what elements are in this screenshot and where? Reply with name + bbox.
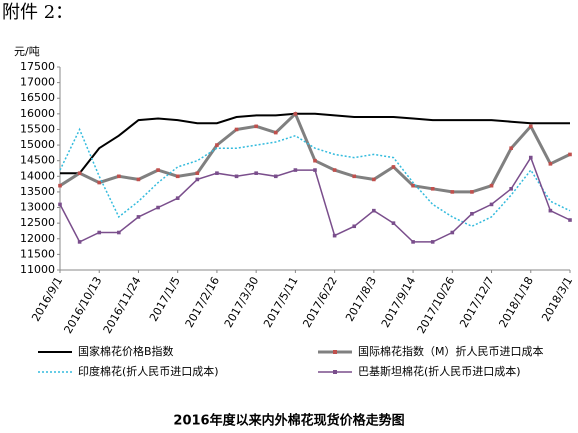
marker <box>117 174 121 179</box>
marker <box>332 168 337 172</box>
x-tick-label: 2017/9/14 <box>379 275 418 330</box>
marker <box>136 215 141 219</box>
x-tick-label: 2017/6/22 <box>300 275 339 330</box>
legend-marker <box>333 350 337 354</box>
marker <box>548 162 553 166</box>
legend-label: 国家棉花价格B指数 <box>78 344 174 358</box>
x-tick-label: 2018/1/18 <box>497 275 536 330</box>
marker <box>293 112 298 116</box>
chart-title: 2016年度以来内外棉花现货价格走势图 <box>173 413 404 429</box>
marker <box>470 211 474 216</box>
marker <box>273 174 278 179</box>
marker <box>509 146 513 150</box>
x-tick-label: 2017/1/5 <box>147 275 183 324</box>
marker <box>97 230 102 235</box>
marker <box>372 177 376 182</box>
legend-marker <box>333 370 337 374</box>
marker <box>528 155 533 160</box>
y-tick-label: 13000 <box>20 201 55 214</box>
y-tick-label: 14500 <box>20 154 55 167</box>
marker <box>175 196 180 200</box>
marker <box>175 174 180 179</box>
y-tick-label: 16000 <box>20 107 55 120</box>
marker <box>391 165 396 169</box>
page-header: 附件 2： <box>2 2 73 23</box>
x-tick-label: 2016/9/1 <box>29 275 65 324</box>
marker <box>195 177 200 182</box>
legend-label: 巴基斯坦棉花(折人民币进口成本) <box>358 364 521 378</box>
legend-label: 印度棉花(折人民币进口成本) <box>78 364 219 378</box>
marker <box>411 183 415 188</box>
marker <box>215 143 219 147</box>
series-line <box>59 111 571 194</box>
y-tick-label: 13500 <box>20 185 55 198</box>
marker <box>77 171 82 175</box>
y-tick-label: 11000 <box>20 263 55 276</box>
marker <box>136 177 141 182</box>
marker <box>313 158 317 163</box>
marker <box>195 171 200 175</box>
y-tick-label: 16500 <box>20 91 55 104</box>
y-tick-label: 15500 <box>20 122 55 135</box>
marker <box>58 183 62 188</box>
marker <box>352 174 357 179</box>
marker <box>548 208 553 213</box>
marker <box>293 168 298 172</box>
x-tick-label: 2017/2/16 <box>183 275 222 330</box>
marker <box>430 187 435 191</box>
y-axis-unit: 元/吨 <box>14 45 40 58</box>
marker <box>568 152 572 157</box>
marker <box>372 208 376 213</box>
marker <box>313 168 317 172</box>
series-line <box>60 112 570 175</box>
x-tick-label: 2017/12/7 <box>457 275 496 330</box>
x-tick-label: 2018/3/1 <box>539 275 575 324</box>
marker <box>470 190 474 194</box>
marker <box>332 233 337 238</box>
legend-label: 国际棉花指数（M）折人民币进口成本 <box>358 344 544 358</box>
y-tick-label: 15000 <box>20 138 55 151</box>
marker <box>430 240 435 244</box>
marker <box>450 190 455 194</box>
y-tick-label: 12500 <box>20 216 55 229</box>
marker <box>234 127 239 132</box>
marker <box>450 230 455 235</box>
y-tick-label: 17500 <box>20 60 55 73</box>
marker <box>156 168 160 172</box>
x-tick-label: 2017/5/11 <box>261 275 300 330</box>
marker <box>528 124 533 129</box>
marker <box>509 187 513 191</box>
marker <box>77 240 82 244</box>
y-tick-label: 14000 <box>20 169 55 182</box>
marker <box>254 171 258 175</box>
marker <box>234 174 239 179</box>
marker <box>254 124 258 129</box>
x-tick-label: 2017/3/30 <box>222 275 261 330</box>
marker <box>117 230 121 235</box>
y-tick-label: 11500 <box>20 247 55 260</box>
marker <box>58 202 62 207</box>
x-tick-label: 2016/10/13 <box>61 275 104 336</box>
marker <box>391 221 396 225</box>
marker <box>352 224 357 229</box>
y-tick-label: 12000 <box>20 232 55 245</box>
series-line <box>59 127 571 228</box>
marker <box>215 171 219 175</box>
marker <box>273 130 278 135</box>
marker <box>411 240 415 244</box>
marker <box>97 180 102 185</box>
marker <box>489 183 494 188</box>
marker <box>156 205 160 210</box>
x-tick-label: 2017/8/3 <box>343 275 379 324</box>
marker <box>568 218 572 222</box>
y-tick-label: 17000 <box>20 76 55 89</box>
marker <box>489 202 494 207</box>
x-tick-label: 2017/10/26 <box>415 275 458 336</box>
x-tick-label: 2016/11/24 <box>101 275 144 336</box>
